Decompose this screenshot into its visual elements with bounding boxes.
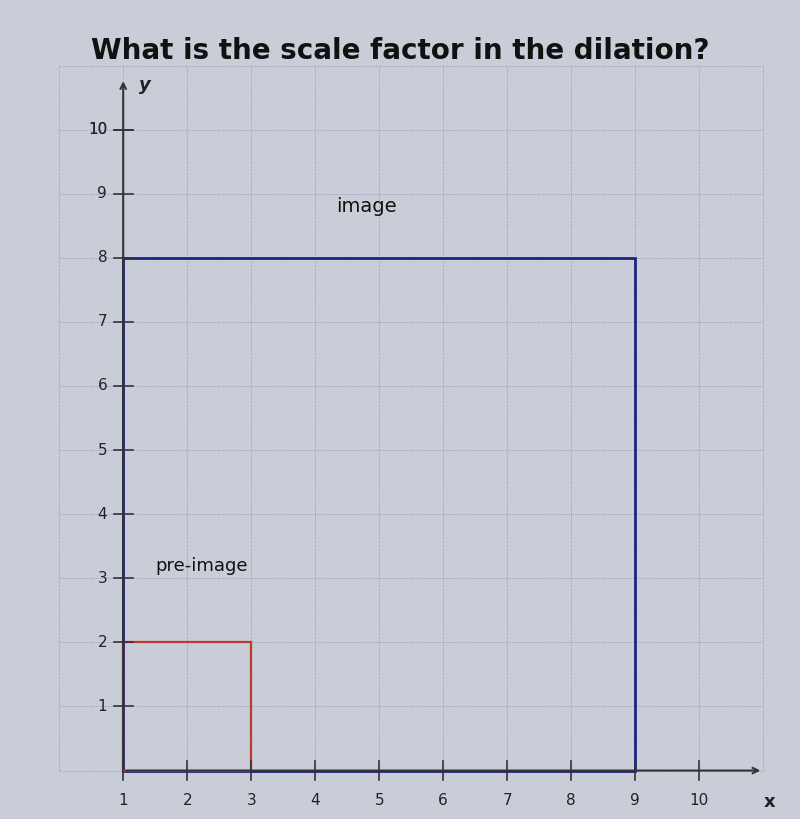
Text: 5: 5	[98, 442, 107, 458]
Text: 10: 10	[690, 793, 709, 808]
Text: 7: 7	[502, 793, 512, 808]
Text: 4: 4	[98, 507, 107, 522]
Bar	[123, 642, 251, 771]
Text: 10: 10	[88, 122, 107, 137]
Text: 3: 3	[98, 571, 107, 586]
Text: 5: 5	[374, 793, 384, 808]
Text: 4: 4	[310, 793, 320, 808]
Text: 6: 6	[98, 378, 107, 393]
Text: What is the scale factor in the dilation?: What is the scale factor in the dilation…	[90, 37, 710, 65]
Text: 10: 10	[88, 122, 107, 137]
Text: 6: 6	[438, 793, 448, 808]
Text: 1: 1	[98, 699, 107, 714]
Text: 3: 3	[246, 793, 256, 808]
Text: 1: 1	[118, 793, 128, 808]
Text: 2: 2	[182, 793, 192, 808]
Text: 7: 7	[98, 314, 107, 329]
Text: 8: 8	[566, 793, 576, 808]
Text: x: x	[764, 793, 775, 811]
Text: y: y	[139, 75, 151, 93]
Text: 9: 9	[630, 793, 640, 808]
Text: image: image	[336, 197, 397, 216]
Bar	[123, 258, 635, 771]
Text: 2: 2	[98, 635, 107, 650]
Text: 9: 9	[98, 186, 107, 201]
Text: 8: 8	[98, 251, 107, 265]
Text: pre-image: pre-image	[155, 557, 248, 575]
